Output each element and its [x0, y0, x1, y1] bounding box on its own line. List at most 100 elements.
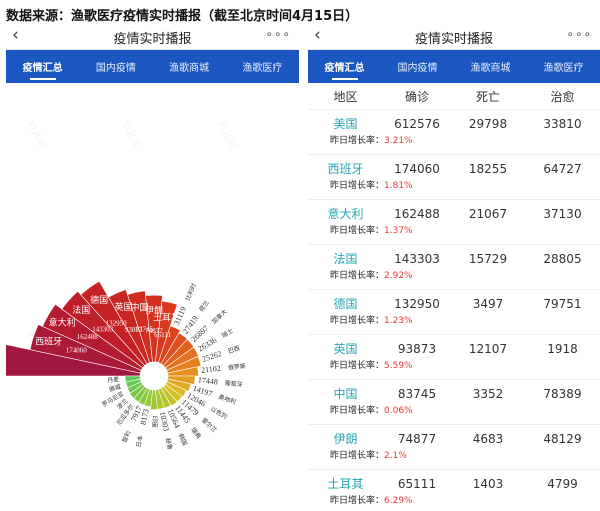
- table-row[interactable]: 美国 612576 29798 33810 昨日增长率：3.21%: [308, 110, 600, 155]
- watermark-text: YUGE: [213, 119, 239, 152]
- growth-value: 5.59%: [384, 361, 413, 371]
- slice-value-label: 21102: [201, 364, 222, 375]
- tab-medical[interactable]: 渔歌医疗: [543, 63, 584, 74]
- slice-name-label: 德国: [90, 294, 108, 306]
- growth-label: 昨日增长率：: [330, 136, 385, 146]
- header-confirmed: 确诊: [404, 89, 429, 104]
- cured-value: 79751: [543, 296, 582, 311]
- deaths-value: 12107: [468, 341, 508, 356]
- growth-label: 昨日增长率：: [330, 496, 385, 506]
- more-icon[interactable]: ∘∘∘: [566, 27, 592, 41]
- slice-value-label: 65111: [154, 331, 171, 339]
- tab-medical[interactable]: 渔歌医疗: [242, 63, 283, 74]
- slice-name-label: 丹麦: [107, 375, 120, 384]
- slice-name-label: 奥地利: [217, 393, 237, 406]
- slice-name-label: 瑞典: [189, 426, 203, 440]
- slice-name-label: 比利时: [184, 282, 199, 302]
- slice-name-label: 巴西: [227, 345, 241, 355]
- more-icon[interactable]: ∘∘∘: [265, 27, 291, 41]
- table-row[interactable]: 中国 83745 3352 78389 昨日增长率：0.06%: [308, 380, 600, 425]
- region-name[interactable]: 德国: [333, 297, 358, 311]
- confirmed-value: 83745: [397, 386, 437, 401]
- tab-mall[interactable]: 渔歌商城: [169, 63, 210, 74]
- table-row[interactable]: 意大利 162488 21067 37130 昨日增长率：1.37%: [308, 200, 600, 245]
- slice-value-label: 93873: [125, 326, 143, 334]
- region-name[interactable]: 意大利: [327, 207, 364, 221]
- slice-name-label: 秘鲁: [164, 437, 174, 450]
- region-name[interactable]: 法国: [333, 252, 358, 266]
- deaths-value: 29798: [468, 116, 508, 131]
- page-caption: 数据来源：渔歌医疗疫情实时播报（截至北京时间4月15日）: [6, 9, 359, 24]
- region-name[interactable]: 英国: [333, 342, 358, 356]
- growth-rate: 昨日增长率：3.21%: [308, 133, 600, 146]
- confirmed-value: 65111: [397, 476, 437, 491]
- slice-value-label: 162488: [77, 333, 99, 341]
- cured-value: 1918: [547, 341, 578, 356]
- table-row[interactable]: 土耳其 65111 1403 4799 昨日增长率：6.29%: [308, 470, 600, 511]
- slice-name-label: 荷兰: [197, 299, 211, 313]
- confirmed-value: 93873: [397, 341, 437, 356]
- tab-summary[interactable]: 疫情汇总: [308, 50, 381, 83]
- growth-value: 1.37%: [384, 226, 413, 236]
- slice-value-label: 10303: [158, 411, 171, 432]
- slice-name-label: 智利: [120, 430, 132, 444]
- region-name[interactable]: 美国: [333, 117, 358, 131]
- growth-value: 2.92%: [384, 271, 413, 281]
- slice-name-label: 俄罗斯: [228, 362, 247, 372]
- slice-name-label: 加拿大: [210, 307, 229, 325]
- region-name[interactable]: 土耳其: [327, 477, 364, 491]
- growth-label: 昨日增长率：: [330, 406, 385, 416]
- slice-value-label: 83745: [135, 326, 153, 334]
- deaths-value: 4683: [472, 431, 504, 446]
- tab-domestic[interactable]: 国内疫情: [397, 63, 438, 74]
- title-bar: ‹ 疫情实时播报 ∘∘∘: [6, 23, 299, 50]
- table-row[interactable]: 西班牙 174060 18255 64727 昨日增长率：1.81%: [308, 155, 600, 200]
- region-name[interactable]: 中国: [333, 387, 358, 401]
- growth-rate: 昨日增长率：1.37%: [308, 223, 600, 236]
- table-row[interactable]: 德国 132950 3497 79751 昨日增长率：1.23%: [308, 290, 600, 335]
- slice-name-label: 土耳其: [153, 312, 180, 324]
- chevron-left-icon[interactable]: ‹: [314, 25, 321, 45]
- table-row[interactable]: 英国 93873 12107 1918 昨日增长率：5.59%: [308, 335, 600, 380]
- table-row[interactable]: 伊朗 74877 4683 48129 昨日增长率：2.1%: [308, 425, 600, 470]
- growth-rate: 昨日增长率：0.06%: [308, 403, 600, 416]
- cured-value: 37130: [543, 206, 582, 221]
- growth-value: 1.23%: [384, 316, 413, 326]
- slice-name-label: 英国: [115, 301, 133, 313]
- tab-domestic[interactable]: 国内疫情: [95, 63, 136, 74]
- region-name[interactable]: 伊朗: [333, 432, 358, 446]
- slice-name-label: 法国: [72, 304, 90, 316]
- chart-panel: ‹ 疫情实时播报 ∘∘∘ 疫情汇总 国内疫情 渔歌商城 渔歌医疗 YUGE YUG…: [6, 23, 299, 511]
- confirmed-value: 162488: [394, 206, 440, 221]
- slice-value-label: 74877: [145, 327, 163, 335]
- slice-value-label: 132950: [106, 320, 128, 328]
- slice-name-label: 印度: [151, 416, 159, 428]
- tab-mall[interactable]: 渔歌商城: [470, 63, 511, 74]
- cured-value: 48129: [543, 431, 582, 446]
- table-header: 地区 确诊 死亡 治愈: [308, 83, 600, 110]
- region-name[interactable]: 西班牙: [327, 162, 364, 176]
- cured-value: 28805: [543, 251, 582, 266]
- rose-center-hole: [140, 362, 168, 390]
- rose-chart-svg: YUGEYUGEYUGEYUGEYUGEYUGE美国612576西班牙17406…: [6, 119, 247, 451]
- deaths-value: 1403: [472, 476, 504, 491]
- growth-rate: 昨日增长率：5.59%: [308, 358, 600, 371]
- title-bar: ‹ 疫情实时播报 ∘∘∘: [308, 23, 600, 50]
- tab-bar: 疫情汇总 国内疫情 渔歌商城 渔歌医疗: [308, 50, 600, 83]
- growth-rate: 昨日增长率：2.92%: [308, 268, 600, 281]
- header-cured: 治愈: [550, 89, 575, 104]
- growth-label: 昨日增长率：: [330, 316, 385, 326]
- growth-value: 1.81%: [384, 181, 413, 191]
- tab-summary[interactable]: 疫情汇总: [6, 50, 79, 83]
- table-panel: ‹ 疫情实时播报 ∘∘∘ 疫情汇总 国内疫情 渔歌商城 渔歌医疗 地区 确诊 死…: [308, 23, 600, 511]
- chevron-left-icon[interactable]: ‹: [12, 25, 19, 45]
- table-row[interactable]: 法国 143303 15729 28805 昨日增长率：2.92%: [308, 245, 600, 290]
- growth-rate: 昨日增长率：6.29%: [308, 493, 600, 506]
- confirmed-value: 612576: [394, 116, 440, 131]
- growth-label: 昨日增长率：: [330, 226, 385, 236]
- growth-value: 3.21%: [384, 136, 413, 146]
- slice-name-label: 爱尔兰: [200, 416, 219, 434]
- watermark-text: YUGE: [23, 119, 49, 152]
- cured-value: 78389: [543, 386, 582, 401]
- cured-value: 64727: [543, 161, 582, 176]
